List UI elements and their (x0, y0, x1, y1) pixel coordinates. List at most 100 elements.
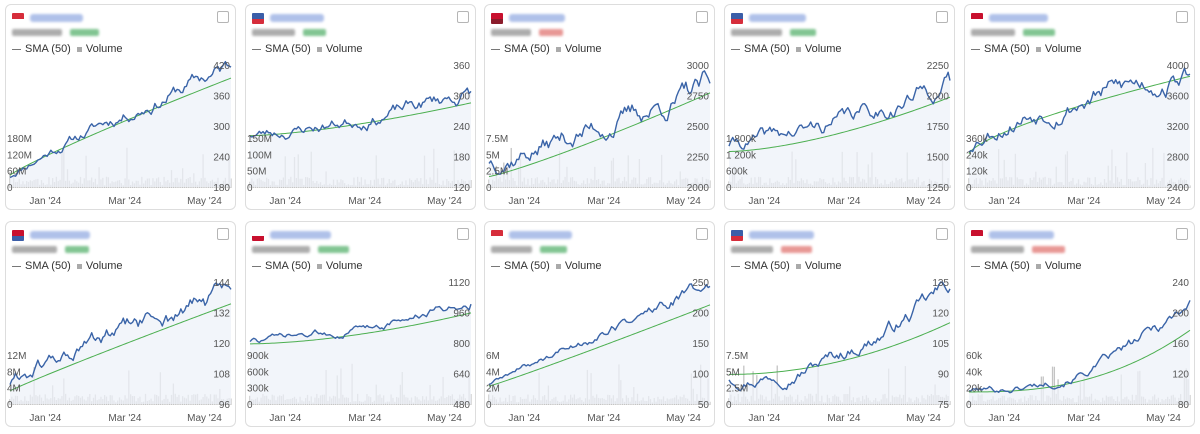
x-tick-label: Jan '24 (508, 413, 540, 424)
ticker-name-redacted[interactable] (749, 14, 806, 22)
stock-card[interactable]: SMA (50) Volume 50 100 150 200 250 0 2M 4M 6M Jan '… (484, 221, 715, 427)
sma-legend-label: SMA (50) (25, 43, 71, 55)
sma-legend-swatch (252, 48, 261, 50)
volume-bar (728, 398, 730, 405)
select-checkbox[interactable] (217, 228, 229, 240)
chart-legend: SMA (50) Volume (731, 260, 842, 272)
select-checkbox[interactable] (457, 11, 469, 23)
chart-legend: SMA (50) Volume (731, 43, 842, 55)
volume-tick-label: 0 (7, 400, 13, 411)
select-checkbox[interactable] (457, 228, 469, 240)
ticker-name-redacted[interactable] (509, 14, 565, 22)
country-flag-icon (971, 230, 983, 241)
ticker-name-redacted[interactable] (749, 231, 814, 239)
volume-bar (968, 400, 970, 405)
ticker-name-redacted[interactable] (270, 14, 324, 22)
select-checkbox[interactable] (696, 11, 708, 23)
volume-tick-label: 600k (247, 367, 270, 378)
price-area (10, 61, 231, 187)
price-tick-label: 3000 (687, 61, 710, 72)
price-tick-label: 80 (1178, 400, 1190, 411)
x-tick-label: May '24 (1146, 196, 1181, 207)
change-redacted (790, 29, 816, 36)
stock-card[interactable]: SMA (50) Volume 180 240 300 360 420 0 60M 120M 180… (5, 4, 236, 210)
sma-legend-label: SMA (50) (265, 43, 311, 55)
sma-legend-label: SMA (50) (25, 260, 71, 272)
price-line (488, 283, 711, 385)
x-tick-label: Mar '24 (108, 196, 141, 207)
price-line (728, 281, 951, 392)
price-tick-label: 420 (213, 61, 230, 72)
price-area (969, 300, 1190, 404)
price-tick-label: 132 (213, 309, 230, 320)
select-checkbox[interactable] (1176, 11, 1188, 23)
ticker-name-redacted[interactable] (30, 14, 83, 22)
volume-tick-label: 600k (726, 167, 749, 178)
select-checkbox[interactable] (217, 11, 229, 23)
price-area (489, 70, 710, 187)
x-tick-label: May '24 (187, 196, 222, 207)
price-tick-label: 180 (213, 183, 230, 194)
ticker-name-redacted[interactable] (989, 231, 1054, 239)
stock-card[interactable]: SMA (50) Volume 2000 2250 2500 2750 3000 0 2.5M 5… (484, 4, 715, 210)
select-checkbox[interactable] (1176, 228, 1188, 240)
sma-legend-label: SMA (50) (504, 43, 550, 55)
select-checkbox[interactable] (696, 228, 708, 240)
select-checkbox[interactable] (936, 228, 948, 240)
ticker-name-redacted[interactable] (509, 231, 572, 239)
x-tick-label: May '24 (427, 196, 462, 207)
price-chart: 80 120 160 200 240 0 20k 40k 60k Jan '24 Mar '24 Ma… (966, 278, 1191, 424)
price-tick-label: 360 (213, 92, 230, 103)
volume-tick-label: 5M (486, 150, 500, 161)
stock-card[interactable]: SMA (50) Volume 1250 1500 1750 2000 2250 0 600k 1… (724, 4, 955, 210)
ticker-name-redacted[interactable] (270, 231, 331, 239)
stock-card[interactable]: SMA (50) Volume 120 180 240 300 360 0 50M 100M 150… (245, 4, 476, 210)
volume-legend-label: Volume (1044, 260, 1082, 272)
price-tick-label: 240 (213, 153, 230, 164)
price-line (968, 300, 1191, 394)
change-redacted (1032, 246, 1065, 253)
volume-tick-label: 7.5M (726, 351, 748, 362)
change-redacted (318, 246, 349, 253)
volume-legend-swatch (795, 263, 801, 269)
price-redacted (12, 246, 57, 253)
x-tick-label: May '24 (906, 413, 941, 424)
chart-legend: SMA (50) Volume (12, 43, 123, 55)
price-tick-label: 105 (932, 339, 949, 350)
price-chart: 120 180 240 300 360 0 50M 100M 150M Jan '24 Mar '2… (247, 61, 472, 207)
price-tick-label: 120 (453, 183, 470, 194)
price-tick-label: 144 (213, 278, 230, 289)
volume-tick-label: 2.5M (486, 167, 508, 178)
volume-tick-label: 4M (486, 367, 500, 378)
volume-tick-label: 4M (7, 384, 21, 395)
sma-legend-swatch (252, 265, 261, 267)
ticker-name-redacted[interactable] (30, 231, 90, 239)
volume-bar (9, 398, 11, 405)
x-tick-label: Mar '24 (1067, 413, 1100, 424)
volume-tick-label: 1 800k (726, 134, 757, 145)
volume-legend-label: Volume (325, 43, 363, 55)
stock-card[interactable]: SMA (50) Volume 75 90 105 120 135 0 2.5M 5M 7.5M Ja… (724, 221, 955, 427)
price-chart: 1250 1500 1750 2000 2250 0 600k 1 200k 1 800k Jan… (726, 61, 951, 207)
price-area (729, 72, 950, 187)
x-tick-label: Jan '24 (748, 413, 780, 424)
sma-line (249, 312, 472, 345)
select-checkbox[interactable] (936, 11, 948, 23)
volume-legend-swatch (555, 46, 561, 52)
stock-card[interactable]: SMA (50) Volume 480 640 800 960 1120 0 300k 600k 9… (245, 221, 476, 427)
stock-card[interactable]: SMA (50) Volume 96 108 120 132 144 0 4M 8M 12M Jan … (5, 221, 236, 427)
price-redacted (971, 246, 1024, 253)
stock-card[interactable]: SMA (50) Volume 80 120 160 200 240 0 20k 40k 60k Ja… (964, 221, 1195, 427)
sma-legend-swatch (12, 48, 21, 50)
volume-legend-swatch (316, 263, 322, 269)
volume-tick-label: 0 (486, 183, 492, 194)
ticker-name-redacted[interactable] (989, 14, 1048, 22)
price-redacted (252, 29, 295, 36)
volume-legend-swatch (1035, 263, 1041, 269)
volume-bar (249, 181, 251, 188)
volume-tick-label: 20k (966, 384, 983, 395)
price-tick-label: 1250 (927, 183, 950, 194)
stock-card[interactable]: SMA (50) Volume 2400 2800 3200 3600 4000 0 120k 2… (964, 4, 1195, 210)
change-redacted (70, 29, 99, 36)
price-tick-label: 360 (453, 61, 470, 72)
